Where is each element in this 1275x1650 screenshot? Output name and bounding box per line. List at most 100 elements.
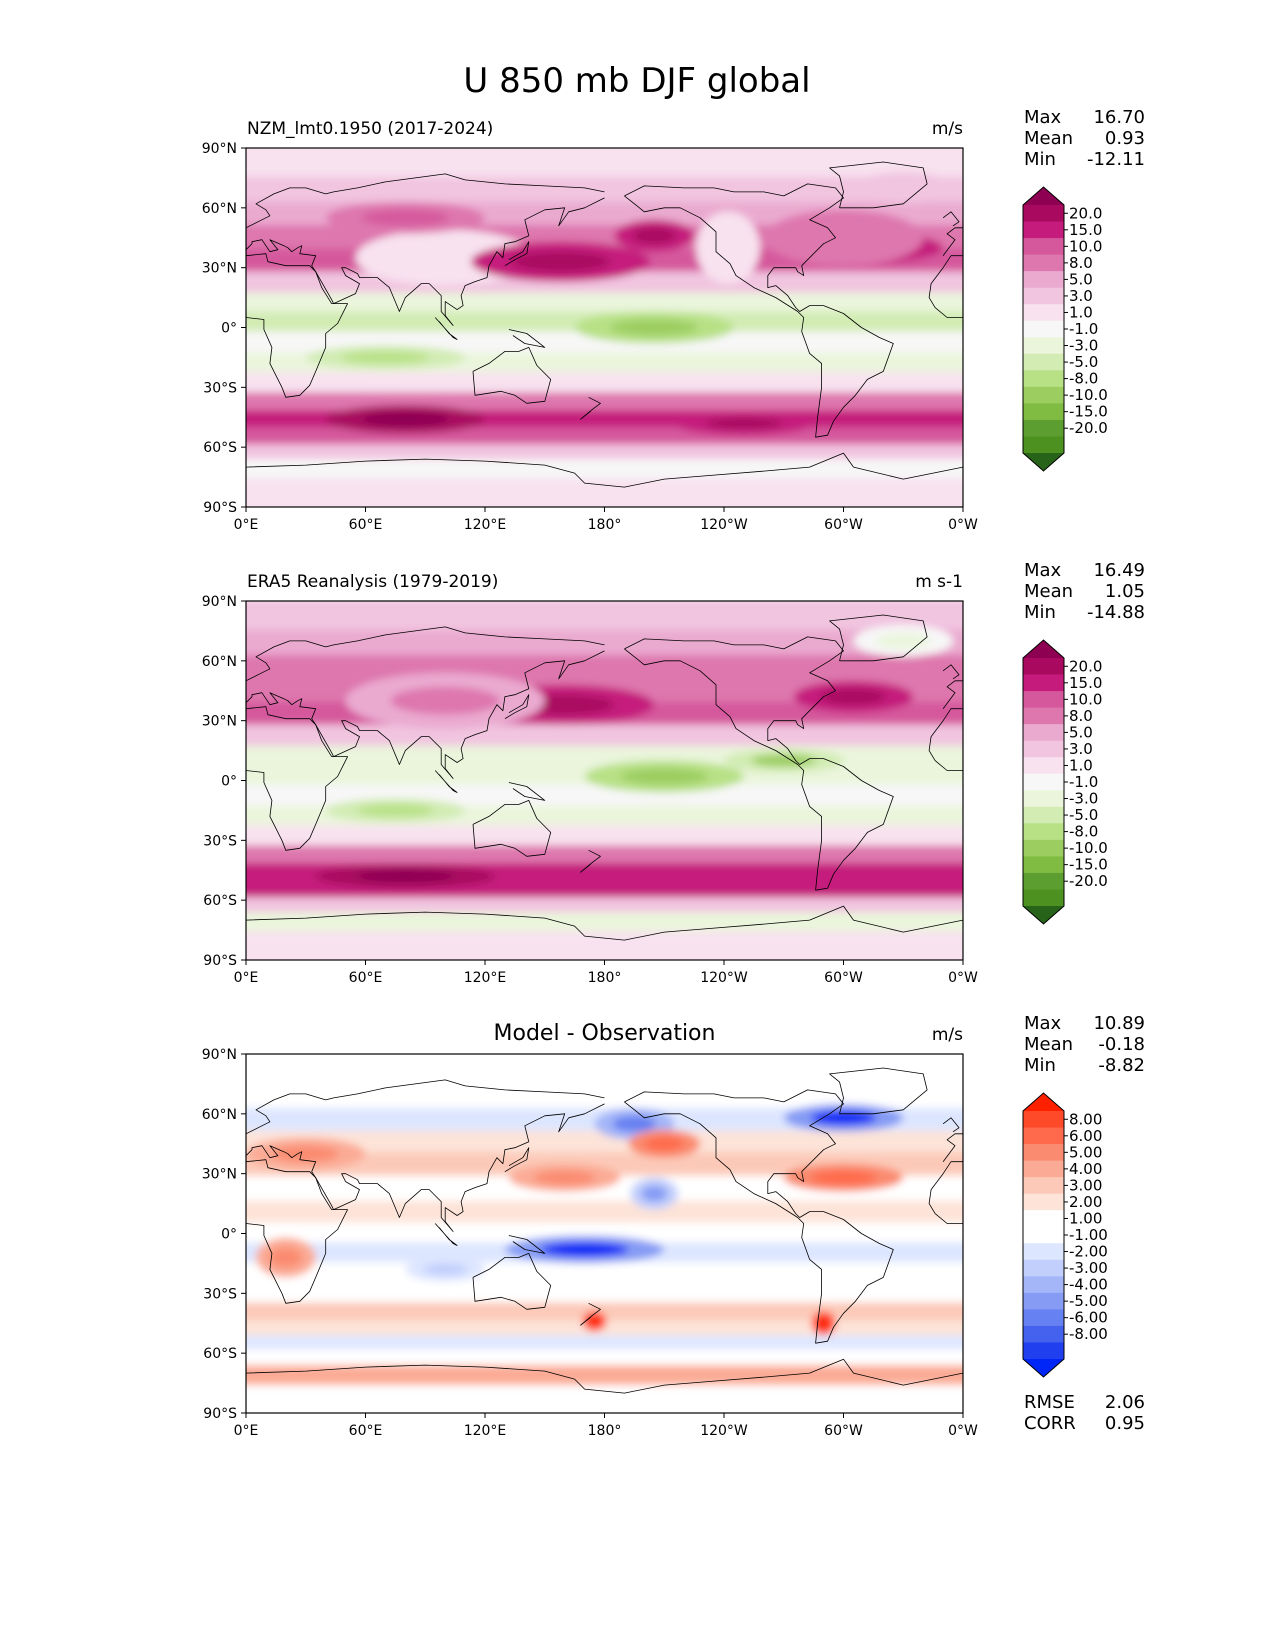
coastline <box>508 1235 546 1254</box>
coastline <box>246 173 605 229</box>
x-tick-label: 0°W <box>948 970 978 986</box>
y-tick-label: 60°N <box>202 654 237 670</box>
wind-feature-core <box>272 1145 339 1162</box>
colorbar-segment <box>1023 1193 1064 1211</box>
coastline <box>942 227 963 256</box>
wind-feature-core <box>533 1170 596 1185</box>
colorbar-segment <box>1023 658 1064 676</box>
y-tick-label: 90°S <box>203 500 237 516</box>
units-label: m/s <box>932 1025 963 1045</box>
x-tick-label: 120°E <box>464 970 507 986</box>
wind-feature-core <box>395 243 495 272</box>
zonal-band <box>246 372 963 395</box>
colorbar-tick-label: 10.0 <box>1069 237 1102 255</box>
coastline <box>829 1067 928 1115</box>
colorbar-segment <box>1023 271 1064 289</box>
figure-title: U 850 mb DJF global <box>463 61 810 101</box>
wind-feature-core <box>361 412 450 427</box>
x-tick-label: 60°E <box>349 970 383 986</box>
wind-feature-core <box>817 1317 831 1330</box>
wind-feature-core <box>612 1115 657 1132</box>
y-tick-label: 90°N <box>202 1047 237 1063</box>
colorbar: 20.015.010.08.05.03.01.0-1.0-3.0-5.0-8.0… <box>1022 186 1108 472</box>
zonal-band <box>246 1349 963 1368</box>
colorbar-tick-label: -8.0 <box>1069 370 1098 388</box>
panel-model: 0°E 60°E 120°E 180° 120°W 60°W 0°W 90°N 60°N 30°N… <box>202 107 1145 533</box>
panel-title: NZM_lmt0.1950 (2017-2024) <box>247 119 493 139</box>
coastline <box>508 329 546 348</box>
colorbar-tick-label: 8.00 <box>1069 1110 1102 1128</box>
coastlines <box>246 161 963 488</box>
zonal-band <box>246 1335 963 1352</box>
colorbar-tick-label: -5.00 <box>1069 1292 1108 1310</box>
stat-value: -14.88 <box>1087 602 1145 623</box>
colorbar-outline <box>1022 639 1065 925</box>
colorbar-tick-label: 8.0 <box>1069 254 1093 272</box>
colorbar-segment <box>1023 1259 1064 1277</box>
colorbar-tick-label: -20.0 <box>1069 419 1108 437</box>
colorbar-extend-top <box>1023 187 1064 205</box>
zonal-band <box>246 392 963 413</box>
colorbar-tick-label: -3.0 <box>1069 790 1098 808</box>
colorbar-segment <box>1023 757 1064 775</box>
x-tick-label: 60°W <box>824 517 863 533</box>
colorbar-tick-label: -4.00 <box>1069 1276 1108 1294</box>
coastline <box>580 396 601 420</box>
x-tick-label: 120°E <box>464 1423 507 1439</box>
colorbar-segment <box>1023 872 1064 890</box>
zonal-band <box>246 724 963 748</box>
coastline <box>580 849 601 873</box>
stat-label: Min <box>1024 149 1056 170</box>
zonal-band <box>246 478 963 507</box>
colorbar-segment <box>1023 1292 1064 1310</box>
colorbar-segment <box>1023 856 1064 874</box>
wind-feature-core <box>799 223 888 252</box>
colorbar-outline <box>1022 186 1065 472</box>
colorbar-tick-label: -5.0 <box>1069 353 1098 371</box>
coastline <box>829 161 928 209</box>
colorbar-segment <box>1023 1325 1064 1343</box>
colorbar-extend-bottom <box>1023 906 1064 924</box>
colorbar-tick-label: 1.0 <box>1069 756 1093 774</box>
stat-value: 16.49 <box>1093 560 1145 581</box>
colorbar-tick-label: -8.00 <box>1069 1325 1108 1343</box>
coastline <box>246 452 963 488</box>
colorbar-segment <box>1023 724 1064 742</box>
colorbar-segment <box>1023 1144 1064 1162</box>
y-tick-label: 30°N <box>202 714 237 730</box>
panel-diff: 0°E 60°E 120°E 180° 120°W 60°W 0°W 90°N 60°N 30°N… <box>202 1013 1145 1439</box>
coastline <box>942 1133 963 1162</box>
coastline <box>504 694 530 720</box>
colorbar-segment <box>1023 707 1064 725</box>
wind-feature-core <box>620 768 709 785</box>
coastline <box>942 211 960 227</box>
colorbar-segment <box>1023 1111 1064 1129</box>
colorbar-outline <box>1022 1092 1065 1378</box>
coastline <box>624 1089 894 1344</box>
coastline <box>246 905 963 941</box>
colorbar-tick-label: 5.0 <box>1069 270 1093 288</box>
zonal-band <box>246 897 963 915</box>
colorbar-segment <box>1023 691 1064 709</box>
y-tick-label: 90°N <box>202 594 237 610</box>
y-tick-label: 60°S <box>203 1346 237 1362</box>
zonal-band <box>246 292 963 314</box>
coastline <box>246 650 605 779</box>
x-tick-label: 180° <box>588 517 622 533</box>
colorbar-segment <box>1023 221 1064 239</box>
coastline <box>508 782 546 801</box>
colorbar-segment <box>1023 790 1064 808</box>
x-tick-label: 60°W <box>824 1423 863 1439</box>
colorbar-segment <box>1023 287 1064 305</box>
colorbar-segment <box>1023 1210 1064 1228</box>
colorbar-extend-top <box>1023 640 1064 658</box>
coastline <box>472 346 552 404</box>
colorbar-tick-label: -10.0 <box>1069 839 1108 857</box>
colorbar: 8.006.005.004.003.002.001.00-1.00-2.00-3… <box>1022 1092 1108 1378</box>
colorbar-segment <box>1023 1342 1064 1360</box>
stat-label: Min <box>1024 1055 1056 1076</box>
zonal-band <box>246 1054 963 1085</box>
colorbar-tick-label: -3.00 <box>1069 1259 1108 1277</box>
y-tick-label: 30°S <box>203 380 237 396</box>
